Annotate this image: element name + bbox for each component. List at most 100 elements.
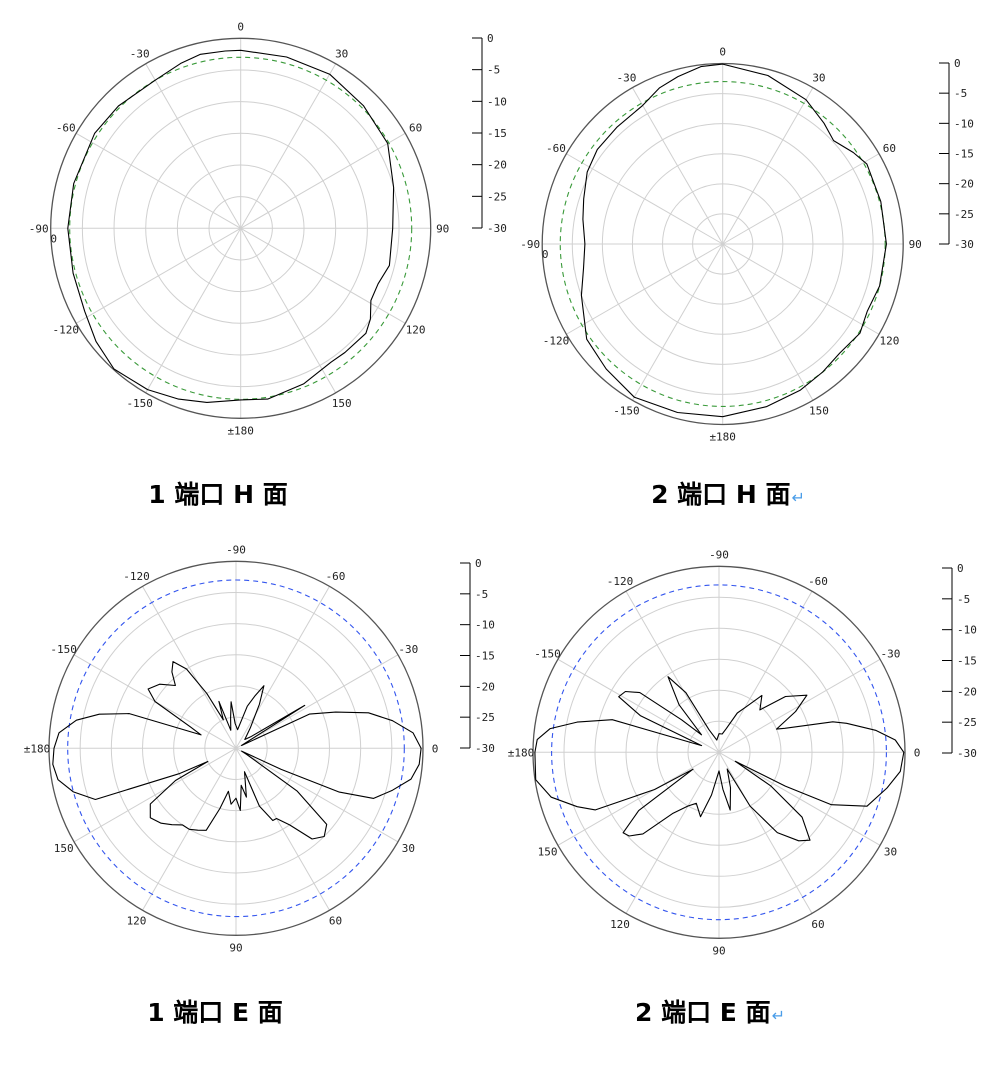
angle-label: 60 — [329, 915, 342, 928]
grid-spoke — [235, 748, 330, 911]
scale-label: -20 — [954, 178, 974, 191]
title-text: 2 端口 E 面 — [635, 998, 771, 1027]
scale-label: -10 — [954, 117, 974, 130]
grid-spoke — [718, 590, 813, 753]
angle-label: 90 — [712, 944, 725, 957]
angle-label: -30 — [881, 647, 901, 660]
angle-label: -60 — [808, 575, 828, 588]
grid-spoke — [235, 747, 399, 843]
scale-label: -25 — [475, 711, 495, 724]
reference-circle — [559, 81, 886, 407]
pattern-line — [580, 63, 887, 418]
grid-spoke — [240, 227, 406, 324]
scale-label: -30 — [487, 222, 507, 235]
grid-spoke — [75, 227, 241, 324]
scale-label: -15 — [957, 655, 977, 668]
scale-label: -25 — [954, 208, 974, 221]
scale-label: -20 — [475, 680, 495, 693]
grid-spoke — [722, 87, 814, 245]
reference-circle — [551, 584, 887, 921]
angle-label: -90 — [520, 238, 540, 251]
angle-label: -30 — [398, 643, 418, 656]
scale-label: 0 — [957, 562, 964, 575]
grid-spoke — [240, 63, 337, 229]
scale-label: -10 — [957, 624, 977, 637]
grid-spoke — [718, 752, 813, 914]
grid-spoke — [73, 747, 237, 843]
polar-chart-1: 0 30 60 90 120 150 ±180 -150 -120 -90 -60 -30 0 0 -5 -1… — [29, 20, 507, 437]
angle-label: -60 — [326, 570, 346, 583]
scale-label: -5 — [954, 87, 967, 100]
angle-label: 150 — [538, 845, 558, 858]
grid-spoke — [566, 243, 723, 335]
grid-spoke — [632, 243, 724, 401]
angle-label: -60 — [546, 142, 566, 155]
grid-spoke — [145, 63, 242, 229]
scale-label: -10 — [487, 95, 507, 108]
outer-circle — [48, 560, 424, 936]
angle-label: -120 — [123, 570, 150, 583]
scale-label: -30 — [957, 747, 977, 760]
angle-label: -60 — [56, 121, 76, 134]
reference-circle — [69, 56, 413, 400]
scale-label: 0 — [954, 57, 961, 70]
grid-spoke — [718, 751, 881, 846]
scale-label: -15 — [487, 127, 507, 140]
polar-chart-4: 0 30 60 90 120 150 ±180 -150 -120 -90 -60 -30 0 -5 -10… — [508, 548, 977, 957]
scale-label: -5 — [487, 64, 500, 77]
return-mark-icon: ↵ — [771, 1006, 785, 1025]
return-mark-icon: ↵ — [791, 488, 805, 507]
angle-label: -90 — [709, 548, 729, 561]
reference-circle — [67, 579, 405, 918]
angle-label: 60 — [811, 918, 824, 931]
scale-label: -20 — [957, 685, 977, 698]
angle-label: 150 — [809, 405, 829, 418]
angle-label: 0 — [432, 742, 439, 755]
angle-label: 30 — [335, 47, 348, 60]
angle-label: -150 — [613, 405, 640, 418]
angle-label: -120 — [607, 575, 634, 588]
scale-label: 0 — [487, 32, 494, 45]
angle-label: 0 — [237, 20, 244, 33]
angle-label: 0 — [719, 46, 726, 59]
angle-label: -90 — [226, 543, 246, 556]
angle-label: -150 — [534, 647, 561, 660]
angle-label: 30 — [884, 845, 897, 858]
grid-spoke — [557, 751, 720, 846]
polar-chart-3: 0 30 60 90 120 150 ±180 -150 -120 -90 -60 -30 0 -5 -10… — [24, 543, 495, 954]
scale-label: -25 — [487, 190, 507, 203]
angle-label: 90 — [909, 238, 922, 251]
scale-label: -15 — [475, 650, 495, 663]
grid-spoke — [75, 132, 241, 229]
angle-label: ±180 — [508, 746, 535, 759]
angle-label: 120 — [127, 915, 147, 928]
scale-label: -30 — [954, 238, 974, 251]
scale-label: -20 — [487, 159, 507, 172]
angle-label: 120 — [406, 323, 426, 336]
scale-label: -10 — [475, 619, 495, 632]
pattern-line — [534, 676, 905, 842]
scale-label: -25 — [957, 716, 977, 729]
grid-spoke — [722, 243, 814, 401]
grid-spoke — [142, 586, 237, 749]
angle-label: ±180 — [24, 742, 51, 755]
grid-spoke — [145, 228, 242, 394]
angle-label: -120 — [543, 334, 570, 347]
angle-label: 150 — [54, 842, 74, 855]
scale-label: -15 — [954, 148, 974, 161]
outer-circle — [541, 62, 904, 426]
polar-chart-2: 0 30 60 90 120 150 ±180 -150 -120 -90 -60 -30 0 0 -5 -1… — [520, 46, 974, 444]
scale-label: -5 — [475, 588, 488, 601]
angle-label: 150 — [332, 397, 352, 410]
grid-spoke — [240, 132, 406, 229]
chart-title-port1-h: 1 端口 H 面 — [148, 475, 287, 511]
extra-angle-label: 0 — [542, 248, 549, 261]
outer-circle — [532, 565, 906, 939]
title-text: 1 端口 H 面 — [148, 480, 288, 509]
chart-title-port2-e: 2 端口 E 面↵ — [635, 993, 785, 1029]
angle-label: 120 — [610, 918, 630, 931]
angle-label: -120 — [53, 323, 80, 336]
pattern-line — [67, 49, 395, 403]
